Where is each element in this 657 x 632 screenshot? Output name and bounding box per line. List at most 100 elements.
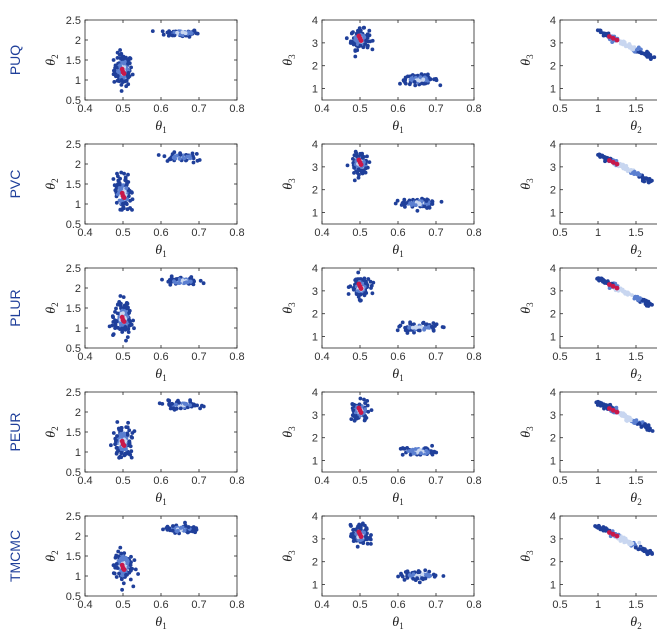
data-point — [356, 168, 361, 173]
data-point — [172, 30, 177, 35]
data-point — [112, 183, 117, 188]
y-tick-label: 1.5 — [66, 179, 81, 191]
data-point — [639, 50, 644, 55]
data-point — [126, 327, 131, 331]
x-tick-label: 0.7 — [191, 599, 206, 611]
data-point — [646, 303, 651, 307]
y-tick-label: 1 — [312, 84, 318, 96]
data-point — [403, 75, 408, 80]
y-axis-label-symbol: θ — [281, 183, 296, 190]
data-point — [645, 551, 649, 555]
data-point-high-density — [121, 443, 127, 448]
y-tick-label: 2 — [75, 283, 81, 295]
data-point — [427, 569, 432, 574]
x-axis-label-symbol: θ — [392, 615, 399, 630]
data-point — [352, 534, 356, 539]
data-point — [126, 194, 131, 198]
scatter-points — [348, 521, 446, 585]
data-point — [367, 28, 372, 33]
x-tick-label: 0.6 — [153, 351, 168, 363]
data-point-high-density — [614, 37, 620, 43]
data-point — [359, 152, 364, 157]
data-point — [160, 29, 165, 34]
data-point — [352, 418, 357, 423]
data-point — [119, 89, 124, 93]
y-tick-label: 3 — [550, 38, 556, 50]
data-point — [122, 432, 126, 437]
data-point — [116, 426, 121, 431]
data-point-high-density — [610, 283, 616, 289]
data-point — [640, 547, 645, 552]
y-axis-label-subscript: 2 — [50, 178, 60, 183]
data-point — [362, 397, 366, 402]
x-tick-label: 0.4 — [314, 103, 329, 115]
y-tick-label: 1 — [312, 580, 318, 592]
data-point — [117, 190, 121, 195]
x-tick-label: 0.6 — [390, 475, 405, 487]
x-axis-label: θ2 — [630, 367, 641, 383]
data-point-high-density — [610, 531, 616, 537]
data-point — [175, 153, 180, 158]
x-axis-label: θ2 — [630, 119, 641, 135]
data-point — [169, 276, 174, 281]
axes-box — [84, 515, 238, 597]
scatter-points — [595, 276, 654, 308]
x-tick-label: 0.8 — [229, 103, 244, 115]
data-point — [161, 527, 165, 532]
data-point — [423, 568, 428, 573]
data-point — [408, 201, 412, 206]
y-tick-label: 1 — [75, 323, 81, 335]
y-tick-label: 1.5 — [66, 303, 81, 315]
data-point — [118, 294, 123, 298]
x-axis-label: θ1 — [155, 615, 166, 631]
data-point — [160, 277, 164, 282]
axes-box — [84, 143, 238, 225]
x-axis-label-subscript: 1 — [162, 125, 167, 135]
data-point — [172, 279, 176, 284]
axes-box — [559, 143, 657, 225]
x-tick-label: 0.8 — [466, 227, 481, 239]
data-point-high-density — [119, 66, 125, 72]
data-point — [133, 567, 138, 572]
x-tick-label: 0.4 — [314, 475, 329, 487]
data-point — [356, 175, 361, 180]
y-axis-label-subscript: 3 — [287, 302, 297, 307]
data-point — [359, 523, 364, 528]
x-axis-label-symbol: θ — [155, 367, 162, 382]
y-axis-label: θ3 — [519, 302, 535, 314]
data-point — [364, 537, 369, 542]
data-point — [129, 554, 133, 559]
data-point — [407, 325, 411, 330]
data-point — [119, 435, 124, 439]
data-point — [167, 402, 172, 406]
data-point — [114, 319, 119, 323]
data-point-high-density — [121, 567, 127, 572]
data-point — [109, 443, 113, 448]
data-point — [627, 415, 631, 420]
y-tick-label: 4 — [550, 511, 556, 523]
y-tick-label: 3 — [312, 410, 318, 422]
x-axis-label-subscript: 1 — [162, 497, 167, 507]
x-tick-label: 0.5 — [552, 227, 567, 239]
x-tick-label: 0.5 — [352, 475, 367, 487]
data-point — [398, 323, 403, 328]
x-tick-label: 0.6 — [153, 475, 168, 487]
data-point — [636, 47, 640, 52]
data-point — [124, 447, 128, 452]
x-axis-label-subscript: 1 — [399, 621, 404, 631]
data-point — [601, 402, 606, 407]
x-tick-label: 1 — [595, 227, 601, 239]
data-point — [182, 281, 187, 285]
data-point — [117, 300, 122, 304]
data-point — [355, 544, 360, 549]
data-point — [356, 270, 361, 275]
data-point — [441, 574, 446, 578]
data-point-high-density — [356, 405, 362, 411]
y-tick-label: 4 — [312, 15, 318, 27]
data-point — [126, 172, 130, 177]
data-point — [189, 31, 193, 36]
data-point — [427, 205, 432, 210]
x-tick-label: 0.7 — [428, 351, 443, 363]
y-axis-label-symbol: θ — [44, 59, 59, 66]
